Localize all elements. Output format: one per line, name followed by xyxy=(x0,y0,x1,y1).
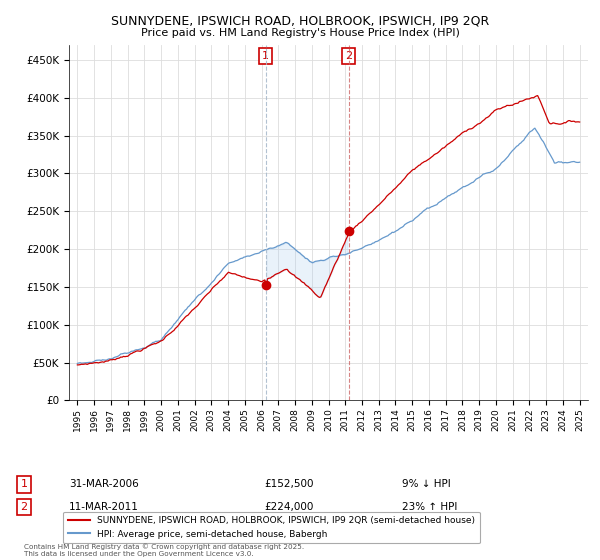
Text: 1: 1 xyxy=(20,479,28,489)
Text: 31-MAR-2006: 31-MAR-2006 xyxy=(69,479,139,489)
Text: SUNNYDENE, IPSWICH ROAD, HOLBROOK, IPSWICH, IP9 2QR: SUNNYDENE, IPSWICH ROAD, HOLBROOK, IPSWI… xyxy=(111,14,489,27)
Text: 1: 1 xyxy=(262,51,269,61)
Text: 2: 2 xyxy=(20,502,28,512)
Text: 11-MAR-2011: 11-MAR-2011 xyxy=(69,502,139,512)
Text: £152,500: £152,500 xyxy=(264,479,314,489)
Legend: SUNNYDENE, IPSWICH ROAD, HOLBROOK, IPSWICH, IP9 2QR (semi-detached house), HPI: : SUNNYDENE, IPSWICH ROAD, HOLBROOK, IPSWI… xyxy=(63,512,480,543)
Text: £224,000: £224,000 xyxy=(264,502,313,512)
Text: Contains HM Land Registry data © Crown copyright and database right 2025.
This d: Contains HM Land Registry data © Crown c… xyxy=(24,544,304,557)
Text: Price paid vs. HM Land Registry's House Price Index (HPI): Price paid vs. HM Land Registry's House … xyxy=(140,28,460,38)
Text: 9% ↓ HPI: 9% ↓ HPI xyxy=(402,479,451,489)
Text: 23% ↑ HPI: 23% ↑ HPI xyxy=(402,502,457,512)
Text: 2: 2 xyxy=(345,51,352,61)
